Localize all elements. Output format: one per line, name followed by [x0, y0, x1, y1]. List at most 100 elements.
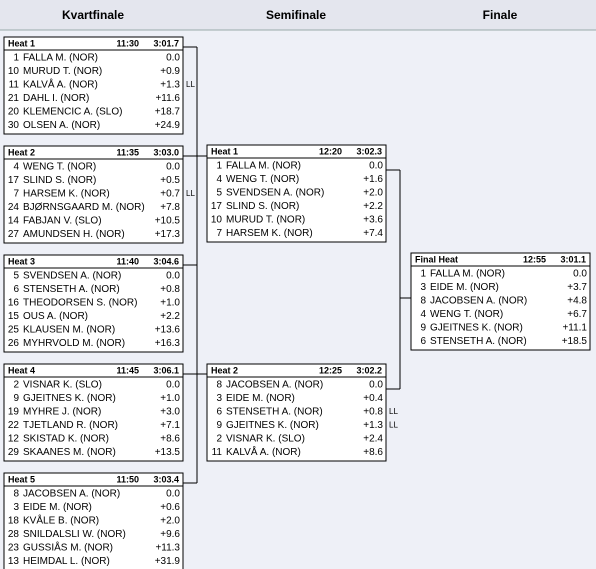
bib: 27 — [8, 229, 20, 240]
gap: +1.6 — [363, 174, 383, 185]
athlete: GJEITNES K. (NOR) — [430, 323, 523, 334]
athlete: KALVÅ A. (NOR) — [23, 78, 98, 91]
gap: +11.6 — [155, 93, 180, 104]
bib: 4 — [216, 174, 222, 185]
athlete: SLIND S. (NOR) — [226, 201, 299, 212]
heat-time: 12:20 — [319, 146, 342, 156]
athlete: EIDE M. (NOR) — [23, 502, 92, 513]
bib: 28 — [8, 529, 20, 540]
heat-title: Heat 1 — [8, 38, 35, 48]
gap: +7.1 — [160, 420, 180, 431]
gap: +1.3 — [363, 420, 383, 431]
heat-time: 12:25 — [319, 365, 342, 375]
heat-box: Heat 2 11:35 3:03.0 4 WENG T. (NOR) 0.0 17 SLIN… — [3, 145, 195, 244]
heat-result: 3:01.1 — [560, 254, 586, 264]
heat-time: 11:50 — [116, 474, 139, 484]
note: LL — [389, 421, 398, 430]
bib: 25 — [8, 325, 20, 336]
gap: +17.3 — [155, 229, 181, 240]
athlete: HARSEM K. (NOR) — [23, 189, 110, 200]
gap: +3.7 — [567, 282, 587, 293]
athlete: MYHRE J. (NOR) — [23, 407, 101, 418]
gap: +11.1 — [562, 323, 587, 334]
gap: +9.6 — [160, 529, 180, 540]
athlete: SKAANES M. (NOR) — [23, 447, 116, 458]
athlete: MURUD T. (NOR) — [23, 66, 102, 77]
gap: +0.4 — [363, 393, 383, 404]
heat-time: 11:30 — [116, 38, 139, 48]
gap: 0.0 — [166, 271, 180, 282]
gap: +1.0 — [160, 298, 180, 309]
athlete: WENG T. (NOR) — [23, 162, 96, 173]
gap: +0.8 — [363, 407, 383, 418]
athlete: GJEITNES K. (NOR) — [23, 393, 116, 404]
athlete: BJØRNSGAARD M. (NOR) — [23, 202, 145, 213]
athlete: AMUNDSEN H. (NOR) — [23, 229, 125, 240]
athlete: VISNAR K. (SLO) — [226, 434, 305, 445]
gap: +13.6 — [155, 325, 181, 336]
bib: 17 — [211, 201, 223, 212]
heat-result: 3:02.2 — [356, 365, 382, 375]
heat-title: Heat 4 — [8, 365, 35, 375]
gap: +4.8 — [567, 296, 587, 307]
athlete: SVENDSEN A. (NOR) — [226, 188, 324, 199]
bib: 9 — [13, 393, 19, 404]
bib: 21 — [8, 93, 20, 104]
athlete: FABJAN V. (SLO) — [23, 216, 102, 227]
bib: 2 — [13, 380, 19, 391]
box — [206, 363, 387, 462]
athlete: MURUD T. (NOR) — [226, 215, 305, 226]
gap: +0.6 — [160, 502, 180, 513]
bib: 19 — [8, 407, 20, 418]
bib: 10 — [211, 215, 223, 226]
bib: 4 — [420, 309, 426, 320]
bib: 18 — [8, 516, 20, 527]
bib: 1 — [216, 161, 222, 172]
bib: 16 — [8, 298, 20, 309]
bib: 6 — [420, 336, 426, 347]
athlete: HEIMDAL L. (NOR) — [23, 556, 110, 567]
box — [3, 254, 184, 353]
column-title: Finale — [483, 8, 518, 22]
athlete: FALLA M. (NOR) — [430, 269, 505, 280]
athlete: SVENDSEN A. (NOR) — [23, 271, 121, 282]
gap: +2.2 — [363, 201, 383, 212]
athlete: GUSSIÅS M. (NOR) — [23, 541, 113, 554]
athlete: HARSEM K. (NOR) — [226, 228, 313, 239]
bib: 3 — [420, 282, 426, 293]
gap: +13.5 — [155, 447, 181, 458]
gap: +2.0 — [363, 188, 383, 199]
athlete: TJETLAND R. (NOR) — [23, 420, 118, 431]
heat-box: Heat 1 12:20 3:02.3 1 FALLA M. (NOR) 0.0 4 WENG… — [206, 144, 387, 243]
gap: +0.7 — [160, 189, 180, 200]
athlete: JACOBSEN A. (NOR) — [430, 296, 527, 307]
bib: 7 — [216, 228, 222, 239]
gap: +0.8 — [160, 284, 180, 295]
gap: +3.6 — [363, 215, 383, 226]
heat-title: Heat 2 — [211, 365, 238, 375]
gap: +8.6 — [160, 434, 180, 445]
bib: 6 — [216, 407, 222, 418]
heat-result: 3:01.7 — [153, 38, 179, 48]
heat-title: Heat 3 — [8, 256, 35, 266]
gap: +31.9 — [155, 556, 181, 567]
bib: 9 — [216, 420, 222, 431]
heat-box: Heat 2 12:25 3:02.2 8 JACOBSEN A. (NOR) 0.0 3 E… — [206, 363, 398, 462]
gap: +8.6 — [363, 447, 383, 458]
heat-time: 11:35 — [116, 147, 139, 157]
bib: 7 — [13, 189, 19, 200]
box — [3, 472, 184, 569]
heat-title: Heat 2 — [8, 147, 35, 157]
athlete: OLSEN A. (NOR) — [23, 120, 100, 131]
athlete: EIDE M. (NOR) — [430, 282, 499, 293]
athlete: FALLA M. (NOR) — [23, 53, 98, 64]
athlete: STENSETH A. (NOR) — [430, 336, 527, 347]
header-bar — [0, 0, 596, 30]
athlete: KLAUSEN M. (NOR) — [23, 325, 115, 336]
connectors — [183, 46, 411, 484]
bib: 30 — [8, 120, 20, 131]
sf-connector — [385, 169, 411, 390]
bib: 2 — [216, 434, 222, 445]
bib: 12 — [8, 434, 20, 445]
